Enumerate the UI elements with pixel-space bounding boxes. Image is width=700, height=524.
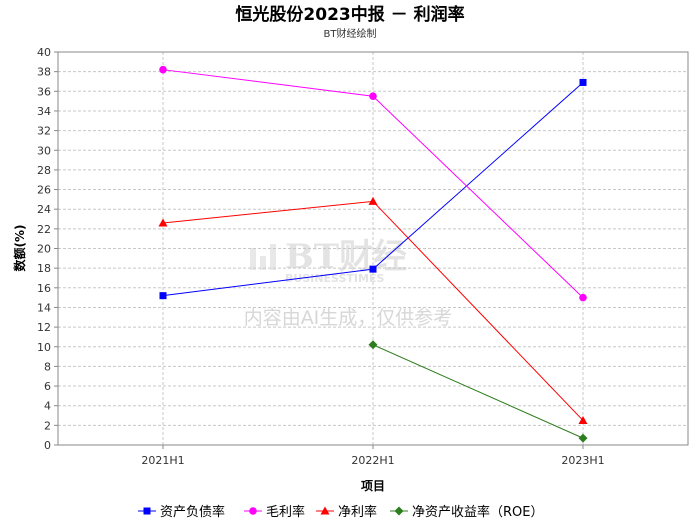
data-point-series-2	[158, 218, 168, 227]
data-point-series-0	[369, 265, 377, 273]
watermark-brand: BT财经	[285, 237, 407, 277]
watermark-note: 内容由AI生成，仅供参考	[244, 307, 453, 329]
data-point-series-1	[159, 65, 167, 74]
chart-title: 恒光股份2023中报 － 利润率	[235, 4, 464, 25]
watermark-logo-bar	[260, 256, 266, 270]
y-tick-label: 32	[37, 125, 51, 138]
watermark-logo-bar	[250, 248, 256, 270]
y-tick-label: 36	[37, 85, 51, 98]
legend-marker-0	[143, 507, 151, 515]
legend: 资产负债率 毛利率 净利率 净资产收益率（ROE）	[138, 504, 543, 520]
x-tick-label: 2023H1	[561, 454, 604, 467]
data-point-series-3	[578, 433, 588, 443]
legend-label-1: 毛利率	[266, 504, 305, 520]
grid-lines	[58, 51, 688, 446]
y-tick-label: 26	[37, 184, 51, 197]
y-tick-label: 24	[37, 203, 51, 216]
legend-marker-3	[394, 506, 404, 516]
x-axis-label: 项目	[361, 479, 385, 493]
y-tick-label: 14	[37, 301, 51, 314]
data-point-series-1	[369, 92, 377, 101]
legend-marker-1	[249, 507, 257, 515]
y-tick-label: 34	[37, 105, 51, 118]
data-point-series-0	[159, 292, 167, 300]
data-point-series-3	[368, 340, 378, 350]
legend-label-2: 净利率	[338, 504, 377, 520]
y-tick-label: 30	[37, 144, 51, 157]
y-tick-label: 40	[37, 46, 51, 59]
data-point-series-1	[579, 293, 587, 302]
watermark-brand-sub: BUSINESSTIMES	[285, 272, 384, 285]
data-point-series-2	[578, 415, 588, 424]
legend-marker-2	[320, 506, 330, 515]
x-tick-label: 2022H1	[351, 454, 394, 467]
y-tick-label: 18	[37, 262, 51, 275]
y-tick-label: 22	[37, 223, 51, 236]
series-group	[158, 65, 588, 443]
y-tick-label: 20	[37, 243, 51, 256]
data-point-series-2	[368, 196, 378, 205]
series-line-3	[372, 344, 584, 439]
y-tick-label: 12	[37, 321, 51, 334]
y-tick-label: 6	[44, 380, 51, 393]
watermark: BT财经 BUSINESSTIMES 内容由AI生成，仅供参考	[244, 237, 453, 329]
y-axis-label: 数额(%)	[12, 225, 27, 272]
legend-label-3: 净资产收益率（ROE）	[412, 504, 543, 520]
y-tick-label: 10	[37, 341, 51, 354]
x-tick-label: 2021H1	[141, 454, 184, 467]
watermark-logo-bar	[270, 244, 276, 270]
y-tick-label: 4	[44, 400, 51, 413]
y-tick-label: 28	[37, 164, 51, 177]
data-point-series-0	[579, 78, 587, 86]
y-tick-label: 16	[37, 282, 51, 295]
y-tick-label: 0	[44, 439, 51, 452]
y-tick-label: 38	[37, 66, 51, 79]
y-tick-label: 8	[44, 360, 51, 373]
chart-subtitle: BT财经绘制	[324, 27, 377, 40]
legend-label-0: 资产负债率	[160, 504, 225, 520]
y-tick-label: 2	[44, 419, 51, 432]
x-axis-ticks: 2021H1 2022H1 2023H1	[141, 445, 605, 467]
